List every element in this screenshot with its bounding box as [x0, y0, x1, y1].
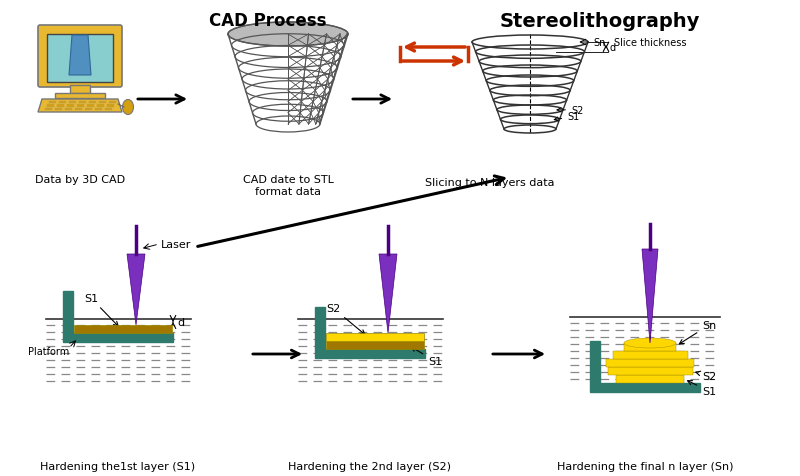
- Bar: [107, 105, 114, 107]
- Text: Slicing to N layers data: Slicing to N layers data: [426, 178, 554, 188]
- Bar: [95, 108, 102, 111]
- Bar: [45, 108, 52, 111]
- Bar: [97, 105, 104, 107]
- Polygon shape: [38, 100, 122, 113]
- Bar: [49, 101, 56, 104]
- Polygon shape: [69, 36, 91, 76]
- Bar: [55, 94, 105, 99]
- Text: S1: S1: [688, 381, 716, 396]
- Text: Sn: Sn: [679, 320, 716, 344]
- Bar: [65, 108, 72, 111]
- Text: S2: S2: [696, 371, 716, 381]
- Text: S1: S1: [554, 112, 579, 122]
- Text: Hardening the1st layer (S1): Hardening the1st layer (S1): [41, 461, 195, 471]
- Text: Slice thickness: Slice thickness: [614, 38, 686, 48]
- Bar: [79, 101, 86, 104]
- Text: S1: S1: [411, 347, 442, 366]
- Bar: [57, 105, 64, 107]
- Polygon shape: [127, 255, 145, 325]
- Bar: [326, 333, 424, 341]
- Bar: [109, 101, 116, 104]
- Ellipse shape: [122, 100, 134, 115]
- Text: Sn: Sn: [593, 38, 606, 48]
- Bar: [624, 343, 676, 351]
- Bar: [55, 108, 62, 111]
- Polygon shape: [379, 255, 397, 333]
- Ellipse shape: [228, 23, 348, 47]
- Bar: [590, 341, 600, 383]
- Bar: [47, 105, 54, 107]
- Bar: [616, 375, 684, 383]
- Bar: [326, 341, 424, 349]
- Bar: [105, 108, 112, 111]
- Bar: [85, 108, 92, 111]
- Text: d: d: [177, 317, 184, 327]
- Bar: [607, 367, 693, 375]
- Text: Hardening the final n layer (Sn): Hardening the final n layer (Sn): [557, 461, 734, 471]
- FancyBboxPatch shape: [38, 26, 122, 88]
- Text: S2: S2: [326, 303, 365, 335]
- Text: CAD date to STL
format data: CAD date to STL format data: [242, 175, 334, 196]
- Bar: [70, 86, 90, 94]
- Bar: [59, 101, 66, 104]
- Bar: [75, 108, 82, 111]
- Text: S1: S1: [84, 293, 118, 327]
- Bar: [613, 351, 687, 359]
- Bar: [315, 349, 425, 358]
- Ellipse shape: [624, 338, 676, 348]
- Text: Stereolithography: Stereolithography: [500, 12, 700, 31]
- Text: Laser: Laser: [161, 239, 191, 249]
- Text: d: d: [609, 43, 615, 53]
- Bar: [69, 101, 76, 104]
- Text: Data by 3D CAD: Data by 3D CAD: [35, 175, 125, 185]
- Bar: [99, 101, 106, 104]
- Text: S2: S2: [557, 106, 583, 116]
- Text: Hardening the 2nd layer (S2): Hardening the 2nd layer (S2): [289, 461, 451, 471]
- Bar: [63, 291, 73, 333]
- Bar: [315, 307, 325, 349]
- Bar: [74, 325, 172, 333]
- Text: Platform: Platform: [28, 346, 69, 356]
- Bar: [77, 105, 84, 107]
- Bar: [590, 383, 700, 392]
- Bar: [63, 333, 173, 342]
- Bar: [606, 359, 694, 367]
- Text: CAD Process: CAD Process: [210, 12, 326, 30]
- Polygon shape: [642, 249, 658, 343]
- Bar: [87, 105, 94, 107]
- Bar: [47, 35, 113, 83]
- Bar: [67, 105, 74, 107]
- Bar: [89, 101, 96, 104]
